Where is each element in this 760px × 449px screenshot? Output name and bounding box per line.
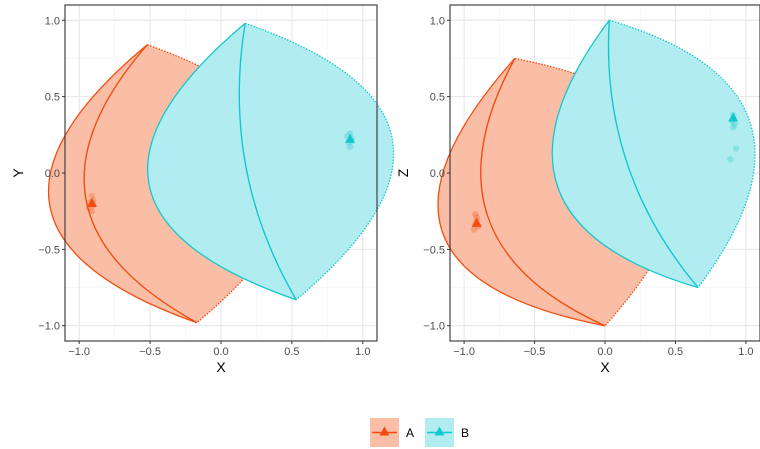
x-tick-label: 1.0 bbox=[738, 346, 753, 358]
x-axis-title: X bbox=[600, 359, 610, 375]
y-tick-label: 0.0 bbox=[45, 168, 60, 180]
ellipse-fill-b bbox=[239, 23, 394, 300]
ellipse-fill-far-a bbox=[48, 44, 197, 323]
x-axis-title: X bbox=[216, 359, 226, 375]
x-tick-label: −1.0 bbox=[453, 346, 475, 358]
mean-marker-b bbox=[345, 133, 356, 143]
data-point-a bbox=[88, 192, 96, 200]
ellipse-outline-a bbox=[437, 58, 606, 327]
ellipse-back-arc-b bbox=[609, 19, 756, 288]
mean-marker-a bbox=[471, 217, 482, 227]
data-point-a bbox=[473, 214, 480, 221]
y-axis-title: Z bbox=[395, 168, 411, 177]
ellipse-mid-arc-b bbox=[238, 23, 297, 301]
data-point-b bbox=[731, 120, 738, 128]
panel-xy: −1.0 −0.5 0.0 0.5 1.0 −1.0 −0.5 0.0 0.5 1.0 X Y bbox=[10, 4, 395, 375]
y-tick-label: −1.0 bbox=[38, 321, 60, 333]
y-tick-label: 1.0 bbox=[430, 15, 445, 27]
legend-label-a: A bbox=[406, 426, 414, 440]
mean-marker-b bbox=[728, 112, 739, 122]
x-tick-label: −0.5 bbox=[139, 346, 161, 358]
x-tick-label: 0.5 bbox=[284, 346, 299, 358]
y-tick-label: 1.0 bbox=[45, 15, 60, 27]
ellipse-fill-far-a bbox=[437, 58, 605, 326]
data-point-b bbox=[732, 145, 740, 152]
y-tick-label: −0.5 bbox=[423, 244, 445, 256]
x-tick-label: 0.0 bbox=[213, 346, 228, 358]
data-point-b bbox=[346, 143, 354, 151]
legend-label-b: B bbox=[461, 426, 469, 440]
y-tick-label: 0.5 bbox=[45, 92, 60, 104]
ellipse-fill-b bbox=[608, 20, 755, 288]
legend-triangle-b bbox=[434, 426, 445, 436]
x-tick-label: −0.5 bbox=[524, 346, 546, 358]
y-tick-label: 0.5 bbox=[430, 92, 445, 104]
ellipse-outline-a bbox=[47, 44, 198, 324]
legend: A B bbox=[370, 418, 469, 447]
legend-item-a: A bbox=[370, 418, 414, 447]
legend-triangle-a bbox=[379, 426, 390, 436]
ellipse-fill-far-b bbox=[147, 23, 297, 300]
ellipse-outline-b bbox=[147, 22, 297, 301]
data-point-a bbox=[472, 211, 479, 218]
y-tick-label: −1.0 bbox=[423, 321, 445, 333]
data-point-b bbox=[727, 156, 734, 163]
ellipse-fill-far-b bbox=[552, 20, 698, 288]
data-point-a bbox=[88, 207, 96, 215]
y-tick-label: −0.5 bbox=[38, 244, 60, 256]
mean-marker-a bbox=[86, 198, 97, 208]
ellipse-outline-b bbox=[551, 19, 699, 289]
y-tick-label: 0.0 bbox=[430, 168, 445, 180]
data-point-b bbox=[346, 130, 354, 137]
ellipse-mid-arc-a bbox=[83, 44, 198, 324]
panel-xz: −1.0 −0.5 0.0 0.5 1.0 −1.0 −0.5 0.0 0.5 1.0 X Z bbox=[395, 4, 760, 375]
ellipse-mid-arc-b bbox=[607, 20, 699, 288]
x-tick-label: 1.0 bbox=[355, 346, 370, 358]
x-tick-label: 0.5 bbox=[668, 346, 683, 358]
data-point-b bbox=[730, 123, 737, 131]
x-tick-label: −1.0 bbox=[68, 346, 90, 358]
y-axis-title: Y bbox=[10, 168, 26, 178]
x-tick-label: 0.0 bbox=[597, 346, 612, 358]
ellipse-back-arc-b bbox=[244, 22, 395, 301]
ellipse-mid-arc-a bbox=[480, 58, 606, 327]
legend-item-b: B bbox=[425, 418, 469, 447]
data-point-a bbox=[470, 226, 478, 233]
